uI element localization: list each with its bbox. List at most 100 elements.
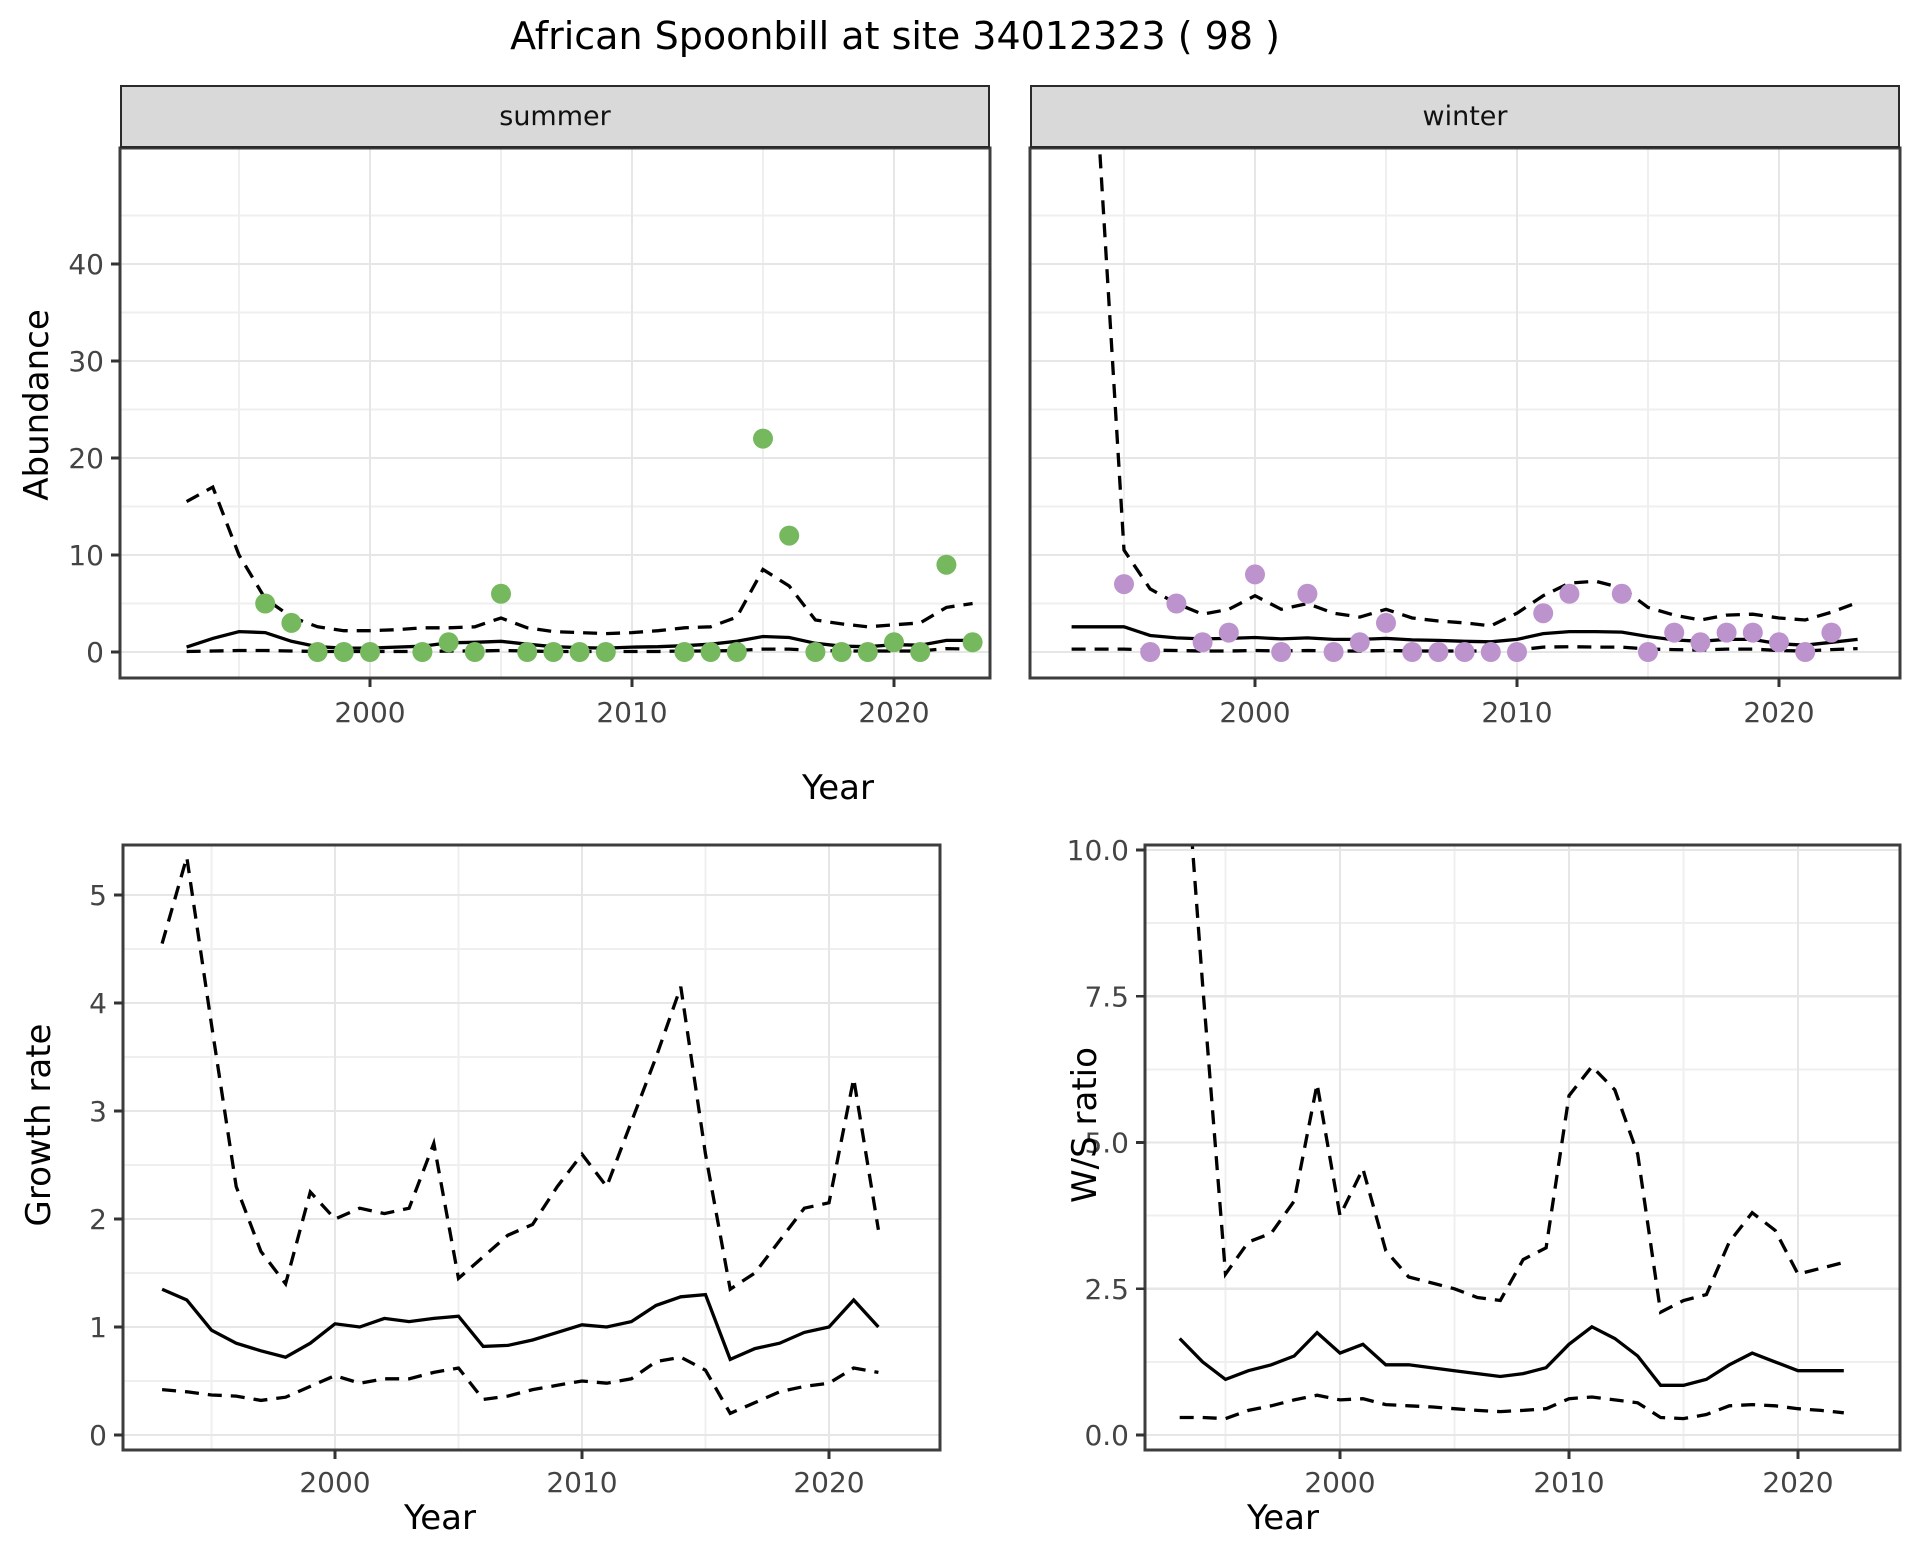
x-tick-label: 2000 (1219, 696, 1290, 729)
data-point (884, 632, 904, 653)
data-point (1690, 632, 1711, 653)
data-point (1402, 642, 1423, 662)
data-point (1664, 622, 1685, 643)
observation-points-abundance_summer (255, 428, 983, 662)
data-point (1140, 642, 1161, 662)
y-axis-title-ws-ratio: W/S ratio (1065, 1047, 1105, 1203)
data-point (1218, 622, 1239, 643)
panel-border (1143, 843, 1902, 1452)
data-point (333, 642, 354, 662)
x-tick-label: 2010 (546, 1466, 617, 1499)
data-point (1245, 564, 1265, 585)
data-point (1454, 642, 1475, 662)
data-point (910, 642, 931, 662)
data-point (1428, 642, 1449, 662)
data-point (857, 642, 878, 662)
y-tick-label: 4 (89, 987, 107, 1020)
data-point (543, 642, 564, 662)
data-point (1638, 642, 1658, 662)
y-tick-label: 30 (68, 345, 104, 378)
axis-ticks-ws_ratio: 2000 2010 2020 0.0 2.5 5.0 7.5 10.0 (1067, 834, 1834, 1499)
upper-ci-line (185, 484, 973, 636)
panel-abundance_summer: 2000 2010 2020 0 10 20 30 40 (68, 146, 992, 729)
data-point (1821, 622, 1842, 643)
fit-line (161, 1287, 880, 1362)
data-point (674, 642, 695, 662)
upper-ci-line (1097, 148, 1859, 628)
data-point (936, 554, 957, 575)
axis-ticks-growth_rate: 2000 2010 2020 0 1 2 3 4 5 (89, 879, 864, 1499)
x-axis-title-year-growth: Year (404, 1498, 476, 1538)
data-point (1114, 574, 1134, 595)
data-point (307, 642, 328, 662)
data-point (1533, 603, 1554, 624)
data-point (360, 642, 380, 662)
data-point (1716, 622, 1737, 643)
panel-background (123, 845, 940, 1450)
chart-title: African Spoonbill at site 34012323 ( 98 … (510, 14, 1280, 58)
y-tick-label: 2.5 (1084, 1273, 1129, 1306)
upper-ci-line (1190, 845, 1845, 1315)
facet-strip-summer: summer (120, 85, 990, 148)
series-ws_ratio (1178, 845, 1845, 1421)
panel-ws_ratio: 2000 2010 2020 0.0 2.5 5.0 7.5 10.0 (1067, 834, 1902, 1499)
facet-strip-winter: winter (1030, 85, 1900, 148)
y-tick-label: 2 (89, 1203, 107, 1236)
panel-background (1030, 148, 1900, 678)
data-point (1271, 642, 1292, 662)
data-point (1742, 622, 1763, 643)
axis-ticks-abundance_summer: 2000 2010 2020 0 10 20 30 40 (68, 248, 929, 729)
data-point (1349, 632, 1370, 653)
panel-background (120, 148, 990, 678)
data-point (595, 642, 616, 662)
data-point (1507, 642, 1527, 662)
y-tick-label: 40 (68, 248, 104, 281)
y-tick-label: 1 (89, 1311, 107, 1344)
data-point (726, 642, 747, 662)
data-point (700, 642, 721, 662)
data-point (1297, 583, 1318, 604)
x-tick-label: 2000 (299, 1466, 370, 1499)
data-point (255, 593, 276, 614)
data-point (779, 525, 800, 546)
lower-ci-line (161, 1355, 879, 1416)
data-point (281, 612, 302, 633)
data-point (517, 642, 538, 662)
y-tick-label: 10 (68, 539, 104, 572)
observation-points-abundance_winter (1114, 564, 1842, 662)
panel-background (1145, 845, 1900, 1450)
panel-growth_rate: 2000 2010 2020 0 1 2 3 4 5 (89, 843, 942, 1499)
fit-line (1178, 1324, 1844, 1387)
x-tick-label: 2000 (334, 696, 405, 729)
data-point (1323, 642, 1344, 662)
data-point (1192, 632, 1213, 653)
x-tick-label: 2020 (793, 1466, 864, 1499)
panel-abundance_winter: 2000 2010 2020 (1028, 146, 1902, 729)
x-axis-title-year-ws: Year (1247, 1498, 1319, 1538)
data-point (805, 642, 826, 662)
data-point (569, 642, 590, 662)
x-tick-label: 2010 (596, 696, 667, 729)
data-point (1795, 642, 1816, 662)
gridlines-ws_ratio (1145, 845, 1900, 1450)
y-tick-label: 10.0 (1067, 834, 1129, 867)
y-tick-label: 0 (89, 1419, 107, 1452)
y-tick-label: 3 (89, 1095, 107, 1128)
y-tick-label: 0.0 (1084, 1419, 1129, 1452)
y-tick-label: 5 (89, 879, 107, 912)
x-tick-label: 2010 (1481, 696, 1552, 729)
y-axis-title-abundance: Abundance (17, 309, 57, 501)
data-point (1376, 612, 1396, 633)
x-axis-title-year-top: Year (802, 768, 874, 808)
axis-ticks-abundance_winter: 2000 2010 2020 (1219, 678, 1815, 729)
x-tick-label: 2000 (1304, 1466, 1375, 1499)
data-point (1480, 642, 1501, 662)
data-point (438, 632, 459, 653)
x-tick-label: 2020 (858, 696, 929, 729)
data-point (1166, 593, 1187, 614)
y-axis-title-growth-rate: Growth rate (19, 1023, 59, 1227)
x-tick-label: 2020 (1743, 696, 1814, 729)
x-tick-label: 2010 (1533, 1466, 1604, 1499)
